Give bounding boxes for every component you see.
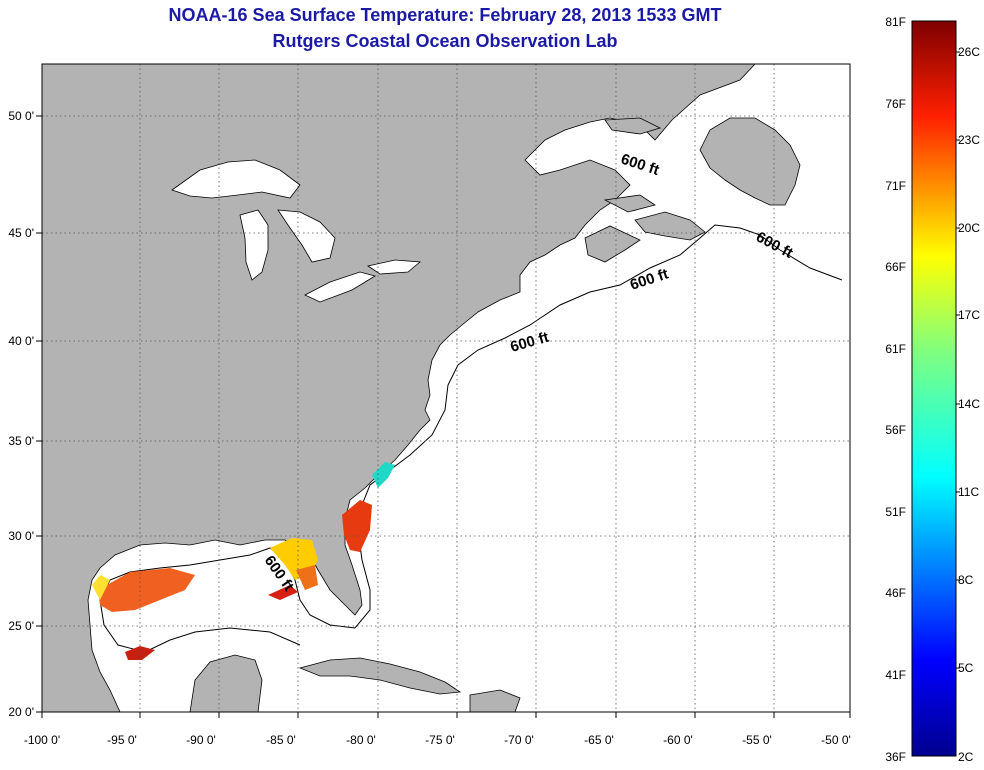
land-pei xyxy=(603,194,656,213)
colorbar-f-label: 56F xyxy=(885,423,906,437)
map-title: NOAA-16 Sea Surface Temperature: Februar… xyxy=(168,5,722,25)
lon-tick-label: -65 0' xyxy=(584,733,614,747)
colorbar-f-label: 41F xyxy=(885,668,906,682)
lon-tick-label: -70 0' xyxy=(504,733,534,747)
sst-patch-texas-coast xyxy=(92,575,110,600)
sst-patch-texas-shelf xyxy=(98,568,195,612)
lon-tick-label: -60 0' xyxy=(663,733,693,747)
lon-tick-label: -100 0' xyxy=(24,733,60,747)
lat-tick-label: 25 0' xyxy=(8,619,34,633)
colorbar-f-label: 81F xyxy=(885,15,906,29)
lat-tick-label: 45 0' xyxy=(8,226,34,240)
land-yucatan xyxy=(189,654,263,712)
axis-ticks xyxy=(36,115,851,718)
colorbar-c-label: 20C xyxy=(958,221,980,235)
land-north-america xyxy=(42,64,756,712)
lon-tick-label: -95 0' xyxy=(107,733,137,747)
lake-erie xyxy=(304,271,377,303)
lat-tick-label: 40 0' xyxy=(8,334,34,348)
colorbar-c-label: 8C xyxy=(958,573,974,587)
land-cape-breton xyxy=(634,211,706,241)
sst-patch-georgia-shelf xyxy=(372,462,395,488)
colorbar-c-label: 14C xyxy=(958,397,980,411)
sst-patch-loop-current xyxy=(268,585,298,600)
lon-tick-label: -75 0' xyxy=(425,733,455,747)
land-anticosti xyxy=(604,117,662,135)
colorbar-c-label: 17C xyxy=(958,308,980,322)
sst-patch-florida-east xyxy=(342,500,372,552)
lon-tick-label: -55 0' xyxy=(742,733,772,747)
land-newfoundland xyxy=(699,117,801,206)
lon-tick-label: -85 0' xyxy=(266,733,296,747)
colorbar-f-label: 46F xyxy=(885,586,906,600)
colorbar-f-label: 36F xyxy=(885,750,906,764)
land-cuba xyxy=(298,657,462,695)
map-frame xyxy=(41,63,851,713)
lon-tick-label: -90 0' xyxy=(186,733,216,747)
lon-tick-label: -50 0' xyxy=(821,733,851,747)
lake-michigan xyxy=(239,209,269,281)
colorbar-c-label: 5C xyxy=(958,661,974,675)
lat-tick-label: 20 0' xyxy=(8,705,34,719)
lon-tick-label: -80 0' xyxy=(346,733,376,747)
colorbar-c-label: 2C xyxy=(958,750,974,764)
colorbar-c-label: 11C xyxy=(958,485,979,499)
land-nova-scotia xyxy=(584,225,641,263)
colorbar-f-label: 71F xyxy=(885,179,906,193)
colorbar xyxy=(911,20,957,757)
colorbar-f-label: 76F xyxy=(885,97,906,111)
colorbar-f-label: 51F xyxy=(885,505,906,519)
graticule xyxy=(42,64,850,712)
lat-tick-label: 35 0' xyxy=(8,434,34,448)
map-subtitle: Rutgers Coastal Ocean Observation Lab xyxy=(272,31,618,51)
lat-tick-label: 50 0' xyxy=(8,109,34,123)
colorbar-ticks xyxy=(956,51,960,669)
colorbar-c-label: 26C xyxy=(958,45,980,59)
lake-huron xyxy=(277,209,336,263)
lat-tick-label: 30 0' xyxy=(8,529,34,543)
colorbar-c-label: 23C xyxy=(958,133,980,147)
sst-patch-gulf-south xyxy=(125,646,155,660)
colorbar-f-label: 61F xyxy=(885,342,906,356)
sst-patch-west-florida xyxy=(296,565,318,590)
land-hispaniola xyxy=(469,689,521,712)
lake-superior xyxy=(171,159,301,199)
lake-ontario xyxy=(366,259,422,275)
colorbar-f-label: 66F xyxy=(885,260,906,274)
